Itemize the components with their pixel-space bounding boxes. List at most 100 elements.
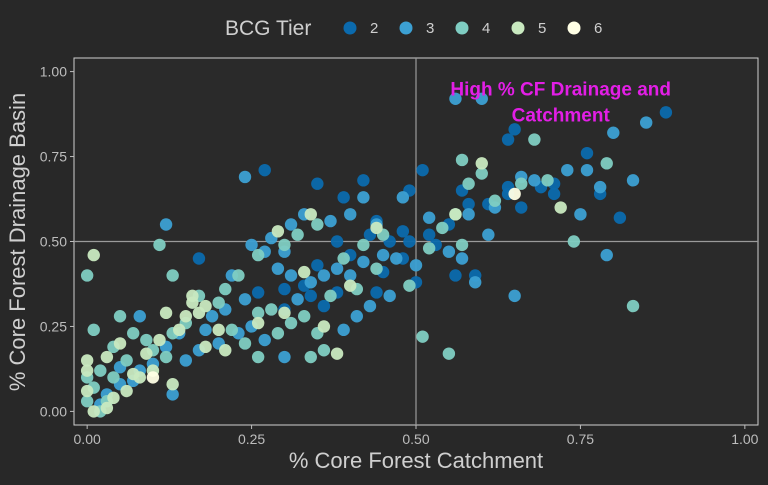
data-point-tier-3 xyxy=(291,293,304,306)
data-point-tier-4 xyxy=(278,238,291,252)
data-point-tier-5 xyxy=(317,320,331,333)
data-points xyxy=(80,92,673,418)
data-point-tier-3 xyxy=(600,248,613,262)
annotation-line-1: High % CF Drainage and xyxy=(450,80,671,101)
data-point-tier-4 xyxy=(403,279,416,292)
data-point-tier-3 xyxy=(159,218,173,231)
legend-item-tier-5: 5 xyxy=(511,20,546,37)
data-point-tier-3 xyxy=(462,208,475,221)
data-point-tier-4 xyxy=(265,303,278,316)
data-point-tier-3 xyxy=(166,388,179,401)
data-point-tier-3 xyxy=(284,269,298,282)
legend-label: 6 xyxy=(594,20,602,37)
data-point-tier-2 xyxy=(304,289,317,303)
data-point-tier-4 xyxy=(251,306,265,320)
data-point-tier-3 xyxy=(449,92,462,105)
x-tick-label: 0.75 xyxy=(567,431,594,447)
data-point-tier-5 xyxy=(271,225,285,238)
legend-swatch xyxy=(399,21,413,35)
data-point-tier-4 xyxy=(442,347,456,360)
data-point-tier-3 xyxy=(626,174,640,187)
data-point-tier-5 xyxy=(554,201,567,214)
data-point-tier-4 xyxy=(159,350,173,364)
data-point-tier-3 xyxy=(324,214,337,228)
data-point-tier-6 xyxy=(146,371,160,384)
data-point-tier-2 xyxy=(403,235,416,248)
data-point-tier-2 xyxy=(278,282,291,296)
y-tick-label: 0.50 xyxy=(40,234,67,250)
data-point-tier-2 xyxy=(258,163,271,177)
data-point-tier-3 xyxy=(508,289,521,303)
data-point-tier-5 xyxy=(173,323,186,337)
data-point-tier-5 xyxy=(212,323,225,337)
legend-label: 3 xyxy=(426,20,434,37)
data-point-tier-4 xyxy=(541,174,554,187)
data-point-tier-4 xyxy=(357,238,370,252)
data-point-tier-4 xyxy=(219,282,232,296)
data-point-tier-3 xyxy=(574,208,587,221)
data-point-tier-4 xyxy=(317,344,331,357)
data-point-tier-4 xyxy=(475,167,488,180)
data-point-tier-4 xyxy=(80,395,94,408)
legend-item-tier-6: 6 xyxy=(567,20,602,37)
legend-item-tier-4: 4 xyxy=(455,20,490,37)
data-point-tier-5 xyxy=(100,401,114,415)
data-point-tier-4 xyxy=(324,289,337,303)
data-point-tier-3 xyxy=(337,323,350,337)
data-point-tier-4 xyxy=(80,269,94,282)
y-axis-ticks: 0.00 0.25 0.50 0.75 1.00 xyxy=(40,64,74,419)
data-point-tier-5 xyxy=(87,405,100,418)
annotation-line-2: Catchment xyxy=(512,106,611,127)
y-tick-label: 0.75 xyxy=(40,149,67,165)
data-point-tier-3 xyxy=(258,333,271,347)
data-point-tier-2 xyxy=(192,252,206,265)
data-point-tier-3 xyxy=(304,276,317,289)
data-point-tier-4 xyxy=(238,337,252,350)
data-point-tier-3 xyxy=(350,310,364,323)
data-point-tier-5 xyxy=(80,354,94,367)
data-point-tier-5 xyxy=(278,306,291,320)
data-point-tier-4 xyxy=(311,218,324,231)
data-point-tier-5 xyxy=(120,384,133,398)
data-point-tier-4 xyxy=(107,371,120,384)
data-point-tier-4 xyxy=(304,350,317,364)
data-point-tier-4 xyxy=(212,296,225,309)
data-point-tier-4 xyxy=(370,262,383,275)
data-point-tier-3 xyxy=(580,163,594,177)
data-point-tier-3 xyxy=(238,170,252,184)
data-point-tier-5 xyxy=(133,371,146,384)
legend-label: 4 xyxy=(482,20,490,37)
data-point-tier-4 xyxy=(232,269,245,282)
data-point-tier-2 xyxy=(501,133,515,146)
data-point-tier-2 xyxy=(396,225,410,238)
data-point-tier-2 xyxy=(311,177,324,190)
data-point-tier-4 xyxy=(271,327,285,340)
data-point-tier-2 xyxy=(311,259,324,272)
data-point-tier-5 xyxy=(199,340,212,354)
data-point-tier-2 xyxy=(416,163,429,177)
legend-swatch xyxy=(455,21,469,35)
data-point-tier-3 xyxy=(593,180,607,194)
data-point-tier-5 xyxy=(186,289,199,303)
legend: BCG Tier 2 3 4 5 6 xyxy=(225,17,602,40)
data-point-tier-4 xyxy=(87,323,100,337)
x-tick-label: 0.25 xyxy=(238,431,265,447)
data-point-tier-4 xyxy=(251,350,265,364)
data-point-tier-5 xyxy=(100,350,114,364)
data-point-tier-4 xyxy=(455,153,469,167)
data-point-tier-3 xyxy=(199,323,212,337)
data-point-tier-2 xyxy=(659,106,673,119)
data-point-tier-4 xyxy=(337,252,350,265)
data-point-tier-2 xyxy=(547,187,561,201)
data-point-tier-5 xyxy=(219,344,232,357)
data-point-tier-5 xyxy=(449,208,462,221)
x-tick-label: 0.50 xyxy=(402,431,429,447)
data-point-tier-5 xyxy=(297,265,311,279)
data-point-tier-5 xyxy=(140,347,153,360)
data-point-tier-3 xyxy=(639,116,653,129)
data-point-tier-3 xyxy=(330,262,344,275)
x-axis-title: % Core Forest Catchment xyxy=(289,448,543,473)
data-point-tier-2 xyxy=(251,286,265,299)
data-point-tier-5 xyxy=(87,248,100,262)
y-tick-label: 0.25 xyxy=(40,318,67,334)
